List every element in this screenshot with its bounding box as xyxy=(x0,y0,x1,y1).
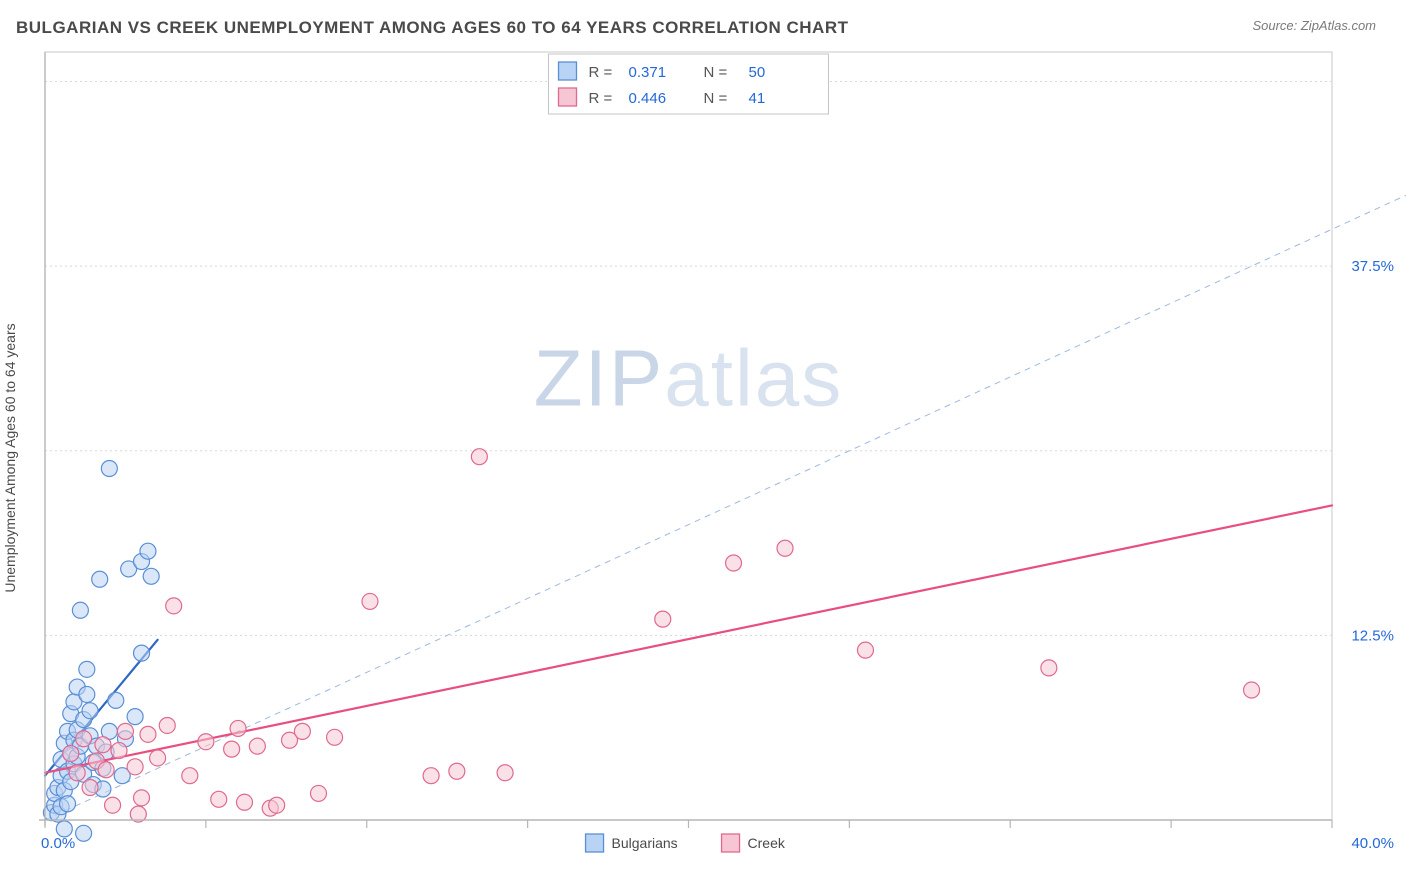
data-point xyxy=(294,723,310,739)
reference-line xyxy=(45,52,1406,820)
data-point xyxy=(777,540,793,556)
chart-area: Unemployment Among Ages 60 to 64 years 1… xyxy=(0,38,1406,878)
data-point xyxy=(857,642,873,658)
data-point xyxy=(79,661,95,677)
data-point xyxy=(1244,682,1260,698)
data-point xyxy=(249,738,265,754)
y-axis-label: Unemployment Among Ages 60 to 64 years xyxy=(2,323,18,592)
corr-n-value: 41 xyxy=(749,90,766,107)
data-point xyxy=(95,737,111,753)
data-point xyxy=(269,797,285,813)
data-point xyxy=(105,797,121,813)
data-point xyxy=(69,765,85,781)
data-point xyxy=(82,703,98,719)
legend-label: Creek xyxy=(748,835,786,851)
data-point xyxy=(127,759,143,775)
data-point xyxy=(150,750,166,766)
data-point xyxy=(236,794,252,810)
data-point xyxy=(60,796,76,812)
data-point xyxy=(1041,660,1057,676)
data-point xyxy=(134,790,150,806)
data-point xyxy=(211,791,227,807)
data-point xyxy=(92,571,108,587)
svg-text:ZIPatlas: ZIPatlas xyxy=(534,333,843,422)
legend: Bulgarians Creek xyxy=(586,834,786,852)
data-point xyxy=(111,743,127,759)
data-point xyxy=(76,731,92,747)
data-point xyxy=(101,460,117,476)
corr-n-label: N = xyxy=(704,64,728,81)
corr-n-label: N = xyxy=(704,90,728,107)
data-point xyxy=(230,720,246,736)
corr-r-value: 0.446 xyxy=(629,90,667,107)
data-point xyxy=(198,734,214,750)
data-point xyxy=(79,686,95,702)
data-point xyxy=(471,449,487,465)
legend-swatch xyxy=(722,834,740,852)
source-label: Source: ZipAtlas.com xyxy=(1252,18,1376,33)
data-point xyxy=(63,746,79,762)
data-point xyxy=(82,780,98,796)
data-point xyxy=(224,741,240,757)
data-point xyxy=(159,717,175,733)
data-point xyxy=(327,729,343,745)
data-point xyxy=(127,709,143,725)
data-point xyxy=(140,543,156,559)
data-point xyxy=(182,768,198,784)
data-point xyxy=(423,768,439,784)
data-point xyxy=(143,568,159,584)
corr-r-label: R = xyxy=(589,64,613,81)
scatter-chart: 12.5% 37.5% ZIPatlas 0.0% 40.0% Bulgarians Cre… xyxy=(0,38,1406,878)
x-tick-label: 0.0% xyxy=(41,835,75,852)
y-tick-label: 12.5% xyxy=(1351,627,1394,644)
data-point xyxy=(497,765,513,781)
legend-label: Bulgarians xyxy=(612,835,678,851)
data-point xyxy=(72,602,88,618)
data-point xyxy=(310,785,326,801)
data-point xyxy=(140,726,156,742)
data-point xyxy=(108,692,124,708)
chart-title: BULGARIAN VS CREEK UNEMPLOYMENT AMONG AG… xyxy=(16,18,848,38)
data-point xyxy=(362,593,378,609)
corr-swatch xyxy=(559,88,577,106)
corr-n-value: 50 xyxy=(749,64,766,81)
y-tick-label: 37.5% xyxy=(1351,258,1394,275)
data-point xyxy=(76,825,92,841)
correlation-box: R = 0.371 N = 50 R = 0.446 N = 41 xyxy=(549,54,829,114)
data-point xyxy=(117,723,133,739)
header: BULGARIAN VS CREEK UNEMPLOYMENT AMONG AG… xyxy=(0,0,1406,38)
data-point xyxy=(166,598,182,614)
data-point xyxy=(655,611,671,627)
data-point xyxy=(449,763,465,779)
x-tick-label: 40.0% xyxy=(1351,835,1394,852)
data-point xyxy=(98,762,114,778)
legend-swatch xyxy=(586,834,604,852)
corr-r-label: R = xyxy=(589,90,613,107)
corr-r-value: 0.371 xyxy=(629,64,667,81)
data-point xyxy=(726,555,742,571)
corr-swatch xyxy=(559,62,577,80)
data-point xyxy=(134,645,150,661)
watermark: ZIPatlas xyxy=(534,333,843,422)
